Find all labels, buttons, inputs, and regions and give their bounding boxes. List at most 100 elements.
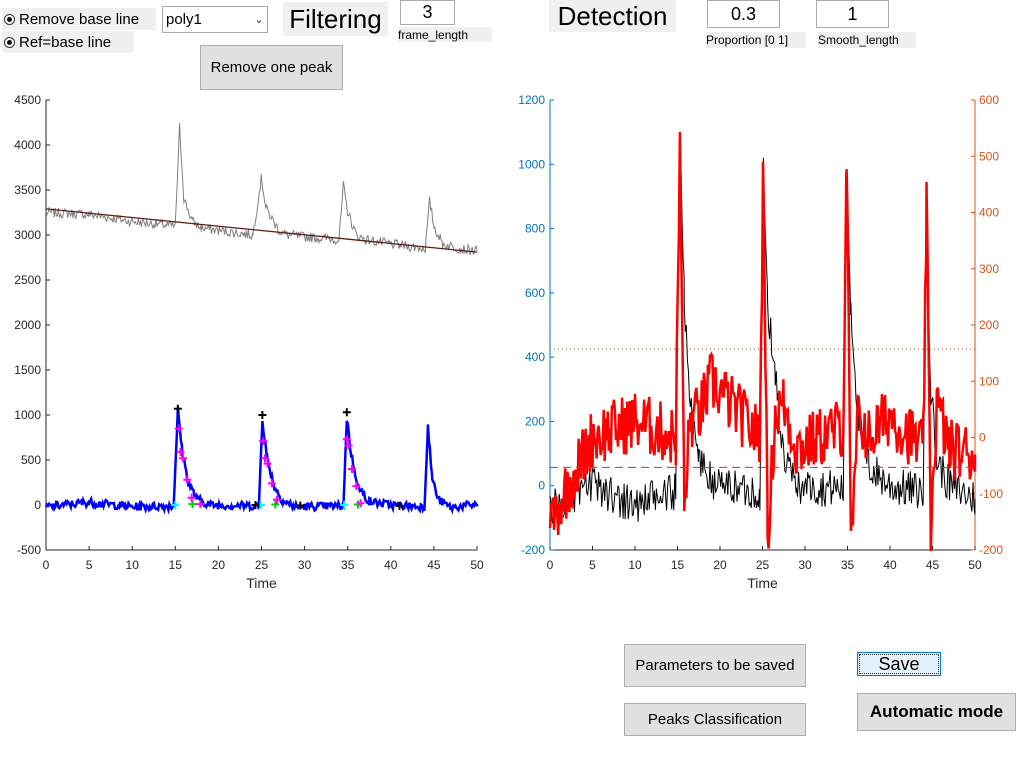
decay-marker [260,454,269,463]
x-tick-label: 20 [212,558,226,572]
right-y-tick-label: 500 [979,149,999,163]
right-y-tick-label: -100 [979,487,1003,501]
left-y-tick-label: 600 [525,286,545,300]
detection-title: Detection [549,0,676,32]
y-tick-label: 0 [34,498,41,512]
left-y-tick-label: 0 [538,479,545,493]
frame-length-caption: frame_length [398,27,492,42]
x-axis-label: Time [246,575,277,591]
parameters-save-button[interactable]: Parameters to be saved [624,644,806,687]
right-y-tick-label: 300 [979,262,999,276]
filtered-signal-line [44,407,479,515]
x-tick-label: 25 [756,558,770,572]
left-y-tick-label: 800 [525,222,545,236]
automatic-mode-button[interactable]: Automatic mode [857,693,1016,731]
decay-marker [356,499,365,508]
decay-marker [179,454,188,463]
event-marker [251,501,260,509]
x-tick-label: 15 [169,558,183,572]
x-tick-label: 50 [968,558,982,572]
x-tick-label: 35 [341,558,355,572]
x-tick-label: 35 [841,558,855,572]
peaks-classification-button[interactable]: Peaks Classification [624,703,806,736]
detection-chart: -200020040060080010001200-200-1000100200… [518,93,1003,591]
y-tick-label: 4000 [14,138,41,152]
decay-marker [196,500,205,509]
y-tick-label: 2500 [14,273,41,287]
decay-marker [187,493,196,502]
peak-start-marker [171,501,180,509]
y-tick-label: 2000 [14,318,41,332]
decay-marker [273,495,282,504]
remove-peak-button[interactable]: Remove one peak [200,45,343,90]
x-tick-label: 15 [671,558,685,572]
y-tick-label: 3000 [14,228,41,242]
proportion-caption: Proportion [0 1] [706,32,806,48]
x-tick-label: 5 [589,558,596,572]
event-marker [296,501,305,510]
x-tick-label: 5 [86,558,93,572]
decay-marker [352,482,361,491]
peak-marker [342,408,351,417]
decay-marker [174,424,183,433]
right-y-tick-label: 600 [979,93,999,107]
peak-start-marker [340,501,349,509]
x-tick-label: 0 [547,558,554,572]
x-tick-label: 10 [126,558,140,572]
radio-remove-baseline-label: Remove base line [19,10,140,28]
x-tick-label: 50 [470,558,484,572]
x-tick-label: 30 [798,558,812,572]
radio-remove-baseline[interactable]: Remove base line [2,8,156,30]
decay-marker [263,459,272,468]
left-y-tick-label: -200 [521,543,545,557]
plot-area [46,100,477,550]
left-y-tick-label: 1200 [518,93,545,107]
x-tick-label: 10 [628,558,642,572]
filtering-title: Filtering [283,2,388,36]
baseline-method-select[interactable]: poly1 ⌄ [162,6,268,33]
proportion-input[interactable]: 0.3 [707,0,780,28]
right-y-tick-label: 100 [979,374,999,388]
decay-marker [259,437,268,446]
baseline-method-value: poly1 [166,11,202,28]
y-tick-label: 4500 [14,93,41,107]
right-y-tick-label: 400 [979,206,999,220]
radio-ref-baseline-label: Ref=base line [19,33,112,51]
decay-marker [183,475,192,484]
y-tick-label: 1500 [14,363,41,377]
right-y-tick-label: 0 [979,431,986,445]
left-y-tick-label: 400 [525,350,545,364]
x-tick-label: 40 [384,558,398,572]
peak-marker [173,404,182,413]
x-axis-label: Time [747,575,778,591]
y-tick-label: 3500 [14,183,41,197]
x-tick-label: 30 [298,558,312,572]
radio-ref-baseline[interactable]: Ref=base line [2,31,134,53]
decay-marker [342,435,351,444]
x-tick-label: 45 [427,558,441,572]
frame-length-input[interactable]: 3 [400,0,455,25]
decay-marker [348,465,357,473]
event-marker [395,501,404,510]
x-tick-label: 40 [883,558,897,572]
decay-marker [267,479,276,488]
red-signal-line [548,131,977,552]
x-tick-label: 25 [255,558,269,572]
smooth-length-caption: Smooth_length [818,32,916,48]
radio-selected-icon [4,36,15,48]
left-y-tick-label: 200 [525,414,545,428]
peak-end-marker [271,500,280,509]
baseline-fit-line [45,208,478,253]
y-tick-label: 1000 [14,408,41,422]
radio-selected-icon [4,13,15,25]
peak-marker [258,411,267,419]
decay-marker [344,441,353,450]
baseline-chart: -500050010001500200025003000350040004500… [14,93,484,591]
right-y-tick-label: -200 [979,543,1003,557]
decay-marker [176,447,185,456]
right-y-tick-label: 200 [979,318,999,332]
left-y-tick-label: 1000 [518,157,545,171]
save-button[interactable]: Save [857,652,941,676]
smooth-length-input[interactable]: 1 [816,0,889,28]
x-tick-label: 20 [713,558,727,572]
